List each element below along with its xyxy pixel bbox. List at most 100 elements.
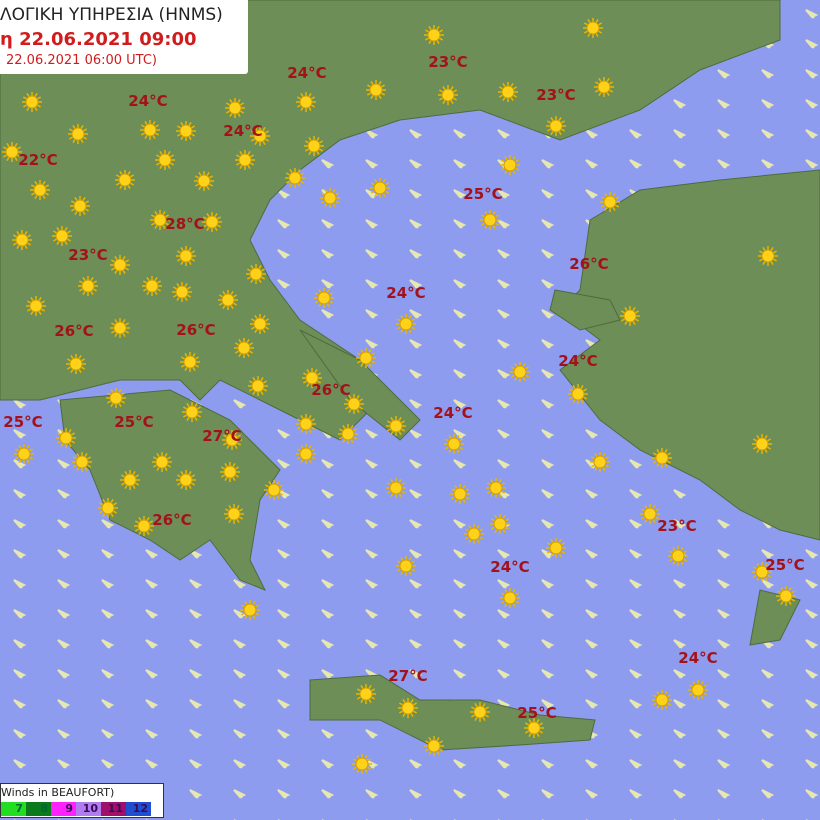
- sun-icon: [444, 434, 464, 454]
- sun-icon: [225, 98, 245, 118]
- temperature-label: 25°C: [765, 556, 805, 574]
- sun-icon: [176, 470, 196, 490]
- temperature-label: 24°C: [678, 649, 718, 667]
- sun-icon: [758, 246, 778, 266]
- agency-title: ΛΟΓΙΚΗ ΥΠΗΡΕΣΙΑ (HNMS): [0, 5, 223, 25]
- temperature-label: 23°C: [657, 517, 697, 535]
- sun-icon: [590, 452, 610, 472]
- sun-icon: [370, 178, 390, 198]
- sun-icon: [152, 452, 172, 472]
- sun-icon: [78, 276, 98, 296]
- temperature-label: 26°C: [54, 322, 94, 340]
- sun-icon: [480, 210, 500, 230]
- base-time: 22.06.2021 06:00 UTC): [6, 53, 158, 68]
- sun-icon: [2, 142, 22, 162]
- sun-icon: [344, 394, 364, 414]
- temperature-label: 27°C: [388, 667, 428, 685]
- sun-icon: [234, 338, 254, 358]
- greek-mainland: [0, 0, 781, 441]
- sun-icon: [264, 480, 284, 500]
- sun-icon: [424, 736, 444, 756]
- sun-icon: [235, 150, 255, 170]
- temperature-label: 25°C: [463, 185, 503, 203]
- sun-icon: [500, 155, 520, 175]
- sun-icon: [250, 314, 270, 334]
- temperature-label: 24°C: [287, 64, 327, 82]
- sun-icon: [176, 246, 196, 266]
- legend-scale: 7 8 9 10 11 12: [1, 802, 151, 816]
- temperature-label: 26°C: [311, 381, 351, 399]
- sun-icon: [224, 504, 244, 524]
- sun-icon: [600, 192, 620, 212]
- euboea: [299, 329, 421, 441]
- sun-icon: [524, 718, 544, 738]
- sun-icon: [296, 414, 316, 434]
- wind-legend: Winds in BEAUFORT) 7 8 9 10 11 12: [0, 783, 164, 818]
- sun-icon: [296, 92, 316, 112]
- temperature-label: 23°C: [68, 246, 108, 264]
- sun-icon: [386, 416, 406, 436]
- sun-icon: [285, 168, 305, 188]
- temperature-label: 26°C: [176, 321, 216, 339]
- sun-icon: [688, 680, 708, 700]
- sun-icon: [202, 212, 222, 232]
- sun-icon: [68, 124, 88, 144]
- sun-icon: [366, 80, 386, 100]
- sun-icon: [246, 264, 266, 284]
- sun-icon: [218, 290, 238, 310]
- temperature-label: 24°C: [558, 352, 598, 370]
- crete: [309, 674, 596, 751]
- sun-icon: [66, 354, 86, 374]
- temperature-label: 25°C: [114, 413, 154, 431]
- sun-icon: [72, 452, 92, 472]
- sun-icon: [110, 255, 130, 275]
- sun-icon: [510, 362, 530, 382]
- sun-icon: [470, 702, 490, 722]
- sun-icon: [356, 348, 376, 368]
- sun-icon: [115, 170, 135, 190]
- sun-icon: [486, 478, 506, 498]
- sun-icon: [752, 562, 772, 582]
- sun-icon: [776, 586, 796, 606]
- sun-icon: [752, 434, 772, 454]
- sun-icon: [14, 444, 34, 464]
- sun-icon: [396, 556, 416, 576]
- sun-icon: [386, 478, 406, 498]
- temperature-label: 24°C: [433, 404, 473, 422]
- temperature-label: 24°C: [490, 558, 530, 576]
- sun-icon: [194, 171, 214, 191]
- temperature-label: 24°C: [223, 122, 263, 140]
- sun-icon: [52, 226, 72, 246]
- sun-icon: [338, 424, 358, 444]
- sun-icon: [12, 230, 32, 250]
- temperature-label: 23°C: [536, 86, 576, 104]
- temperature-label: 28°C: [165, 215, 205, 233]
- sun-icon: [498, 82, 518, 102]
- sun-icon: [583, 18, 603, 38]
- sun-icon: [56, 428, 76, 448]
- temperature-label: 25°C: [517, 704, 557, 722]
- temperature-label: 25°C: [3, 413, 43, 431]
- temperature-label: 26°C: [152, 511, 192, 529]
- sun-icon: [424, 25, 444, 45]
- sun-icon: [98, 498, 118, 518]
- sun-icon: [302, 368, 322, 388]
- sun-icon: [668, 546, 688, 566]
- sun-icon: [155, 150, 175, 170]
- sun-icon: [110, 318, 130, 338]
- lesvos: [549, 289, 621, 331]
- sun-icon: [248, 376, 268, 396]
- sun-icon: [70, 196, 90, 216]
- header-panel: ΛΟΓΙΚΗ ΥΠΗΡΕΣΙΑ (HNMS) η 22.06.2021 09:0…: [0, 0, 248, 74]
- beaufort-level-10: 10: [76, 802, 101, 816]
- sun-icon: [640, 504, 660, 524]
- forecast-time: η 22.06.2021 09:00: [0, 29, 197, 50]
- sun-icon: [396, 314, 416, 334]
- temperature-label: 24°C: [386, 284, 426, 302]
- beaufort-level-7: 7: [1, 802, 26, 816]
- sun-icon: [438, 85, 458, 105]
- sun-icon: [250, 126, 270, 146]
- sun-icon: [652, 448, 672, 468]
